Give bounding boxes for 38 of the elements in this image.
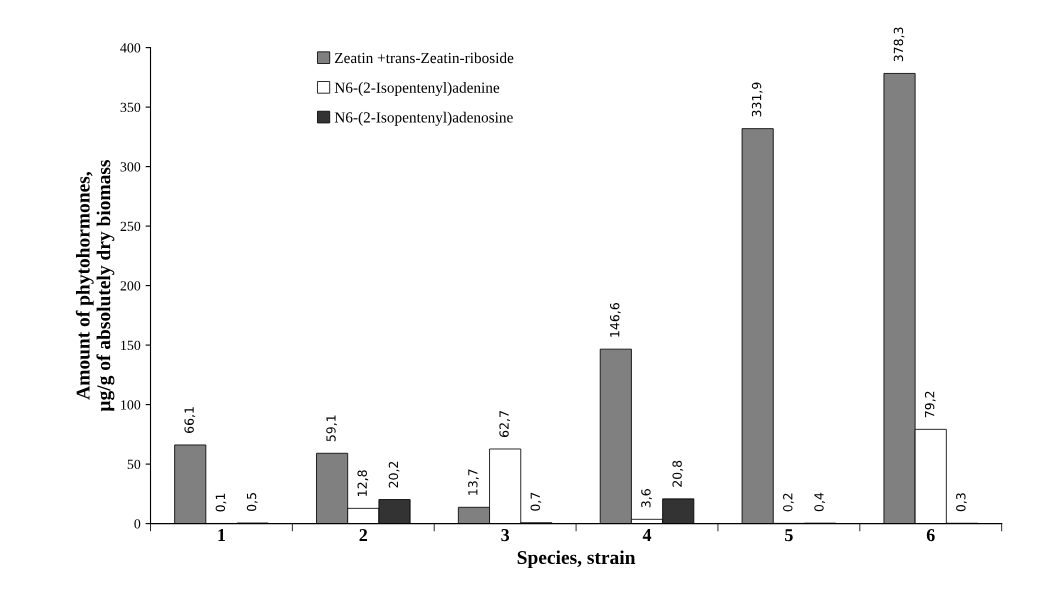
data-label: 13,7 [468,469,479,495]
data-label: 0,2 [783,493,794,512]
legend-label: N6-(2-Isopentenyl)adenosine [334,111,513,126]
y-tick-label: 300 [120,162,141,172]
y-tick-label: 350 [120,102,141,113]
data-label: 12,8 [357,470,369,496]
x-tick-label: 6 [926,529,935,542]
data-label: 0,1 [215,493,227,512]
data-label: 79,2 [924,391,936,418]
data-label: 59,1 [326,415,337,442]
y-tick-label: 400 [120,43,141,53]
y-tick-label: 200 [120,281,141,291]
data-label: 0,4 [814,492,825,512]
x-axis-title: Species, strain [517,550,636,569]
y-tick-label: 50 [127,459,141,470]
data-label: 62,7 [499,411,511,437]
x-tick-label: 1 [218,529,226,541]
x-tick-label: 4 [642,529,652,541]
data-label: 0,5 [246,493,258,512]
data-label: 20,2 [388,461,400,488]
data-label: 0,3 [956,493,967,512]
data-label: 331,9 [751,82,763,117]
data-label: 20,8 [672,460,684,487]
data-label: 378,3 [893,27,905,62]
legend-label: Zeatin +trans-Zeatin-riboside [335,52,514,64]
y-tick-label: 150 [121,340,141,351]
y-tick-label: 250 [120,221,141,232]
x-tick-label: 5 [785,529,793,542]
data-label: 0,7 [530,492,542,511]
y-tick-label: 100 [121,400,141,410]
x-tick-label: 2 [359,529,368,541]
x-tick-label: 3 [501,529,510,542]
data-label: 66,1 [184,407,196,433]
y-tick-label: 0 [134,519,141,529]
data-label: 146,6 [609,303,621,337]
data-label: 3,6 [641,489,652,508]
legend-label: N6-(2-Isopentenyl)adenine [334,82,500,96]
y-axis-title: Amount of phytohormones, µg/g of absolutely dry biomass [75,160,115,412]
